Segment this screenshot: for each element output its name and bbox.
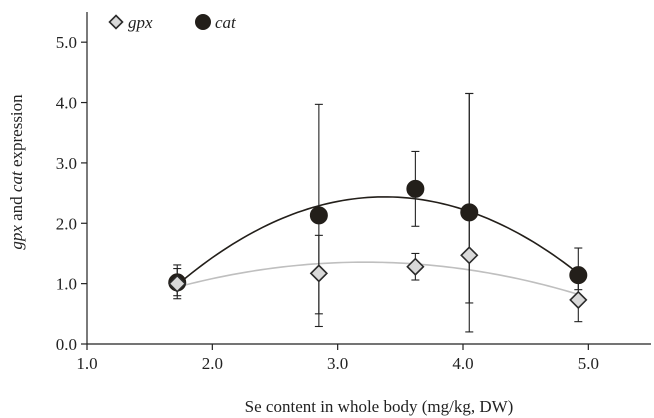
data-point-cat: [460, 203, 479, 222]
y-tick-label: 4.0: [56, 94, 77, 113]
legend-label-cat: cat: [215, 13, 237, 32]
data-point-cat: [309, 206, 328, 225]
data-point-gpx: [309, 264, 328, 283]
legend-label-gpx: gpx: [128, 13, 153, 32]
error-bars: [173, 92, 583, 333]
data-point-cat: [569, 266, 588, 285]
x-tick-label: 5.0: [578, 354, 599, 373]
markers: [168, 179, 588, 310]
y-axis-title-part: cat: [7, 170, 26, 192]
data-point-gpx: [406, 257, 425, 276]
legend-marker-cat: [195, 14, 211, 30]
y-tick-label: 2.0: [56, 214, 77, 233]
y-tick-label: 3.0: [56, 154, 77, 173]
x-tick-label: 2.0: [202, 354, 223, 373]
x-tick-label: 4.0: [452, 354, 473, 373]
trend-lines: [176, 196, 579, 296]
y-tick-label: 1.0: [56, 275, 77, 294]
legend-marker-gpx: [108, 14, 124, 30]
axes: 0.01.02.03.04.05.01.0 2.0 3.0 4.0 5.0Se cont…: [7, 12, 651, 416]
data-point-gpx: [569, 290, 588, 310]
y-axis-title-part: expression: [7, 94, 26, 171]
legend: gpx cat: [108, 13, 237, 32]
y-axis-title-part: and: [7, 192, 26, 225]
x-tick-label: 1.0: [76, 354, 97, 373]
data-point-gpx: [168, 274, 187, 293]
x-axis-title: Se content in whole body (mg/kg, DW): [245, 397, 514, 416]
x-tick-label: 3.0: [327, 354, 348, 373]
data-point-gpx: [460, 246, 479, 265]
y-axis-title: gpx and cat expression: [7, 94, 26, 250]
y-tick-label: 0.0: [56, 335, 77, 354]
trend-line-gpx: [177, 261, 579, 296]
data-point-cat: [406, 179, 425, 198]
y-axis-title-part: gpx: [7, 225, 26, 250]
y-tick-label: 5.0: [56, 33, 77, 52]
trend-line-cat: [176, 196, 579, 286]
